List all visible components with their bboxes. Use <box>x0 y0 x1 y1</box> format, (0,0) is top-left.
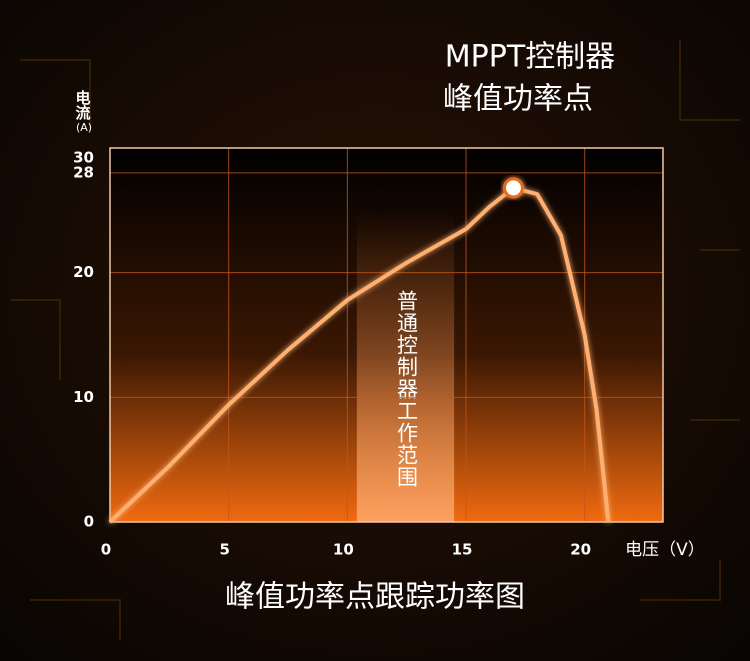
chart-subtitle: 峰值功率点 <box>443 82 593 117</box>
y-tick-label: 10 <box>73 388 94 406</box>
y-tick-label: 20 <box>73 263 94 281</box>
iv-curve <box>108 185 611 524</box>
y-tick-label: 0 <box>84 513 94 531</box>
x-tick-label: 15 <box>452 541 473 559</box>
y-axis-unit: (A) <box>76 121 92 134</box>
plot-border <box>109 147 664 523</box>
x-axis-label: 电压（V） <box>625 540 705 560</box>
y-tick-label: 28 <box>73 163 94 181</box>
x-tick-label: 0 <box>101 541 111 559</box>
x-tick-label: 5 <box>219 541 229 559</box>
peak-marker <box>502 177 524 199</box>
y-axis-label: 电流 <box>74 89 92 121</box>
chart-title: MPPT控制器 <box>445 40 615 75</box>
circuit-decor <box>10 40 740 640</box>
x-tick-label: 20 <box>570 541 591 559</box>
y-tick-label: 30 <box>73 149 94 167</box>
working-range-label: 普通控制器工作范围 <box>394 290 418 488</box>
x-tick-label: 10 <box>333 541 354 559</box>
caption: 峰值功率点跟踪功率图 <box>225 580 525 615</box>
